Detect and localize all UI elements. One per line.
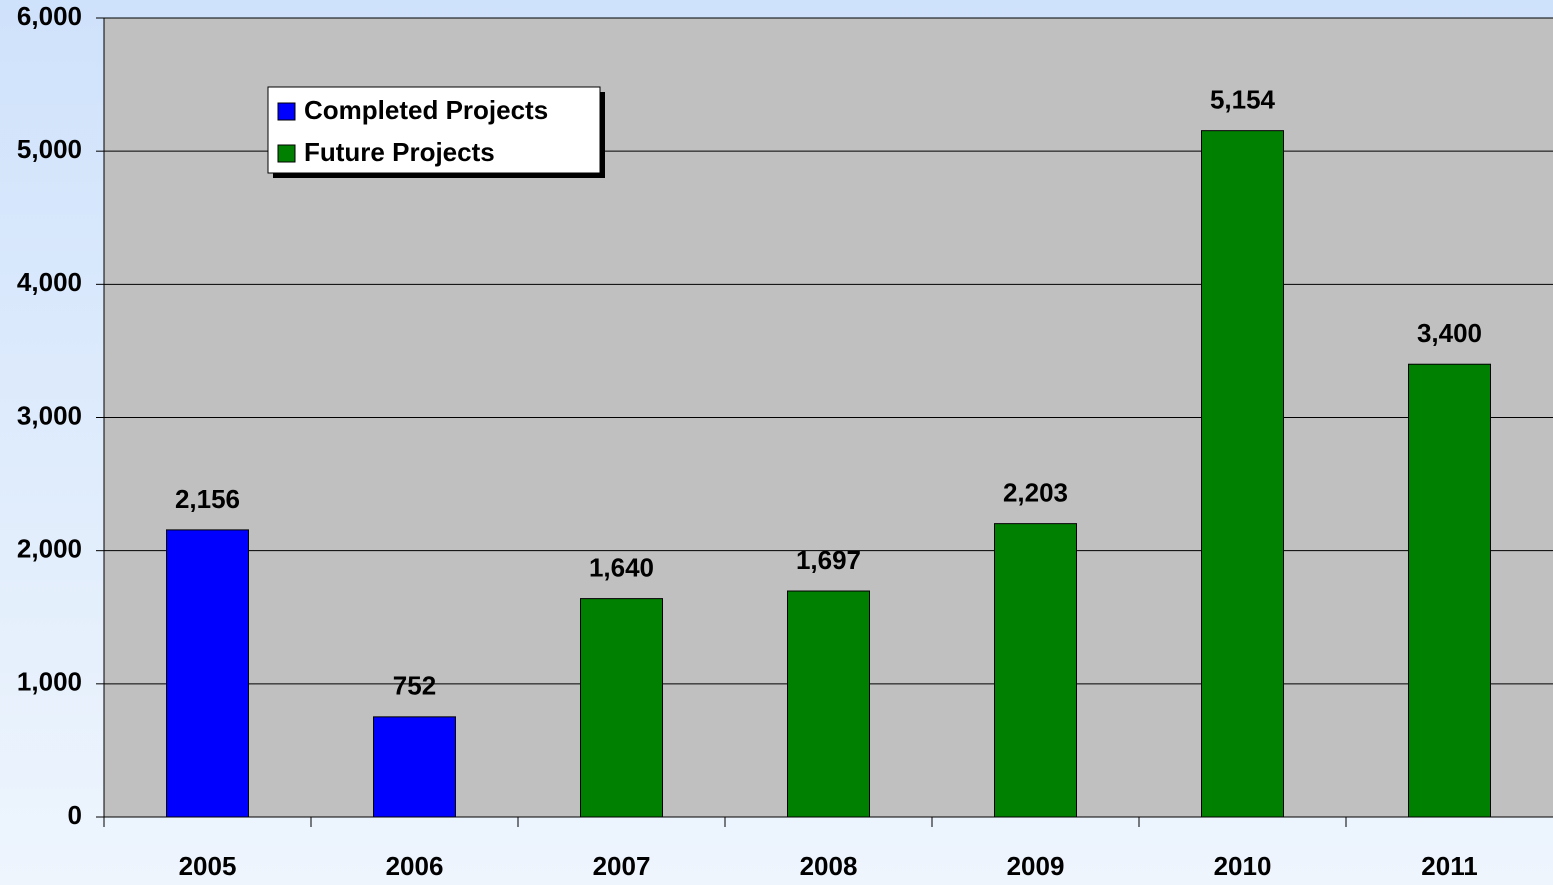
data-label: 1,697 xyxy=(796,545,861,575)
x-tick-label: 2007 xyxy=(593,851,651,881)
x-tick-label: 2010 xyxy=(1214,851,1272,881)
y-tick-label: 4,000 xyxy=(17,267,82,297)
data-label: 3,400 xyxy=(1417,318,1482,348)
data-label: 752 xyxy=(393,671,436,701)
x-tick-label: 2011 xyxy=(1421,851,1477,881)
legend-label: Future Projects xyxy=(304,137,495,167)
legend-swatch xyxy=(277,144,296,163)
data-label: 1,640 xyxy=(589,552,654,582)
data-label: 2,156 xyxy=(175,484,240,514)
x-tick-label: 2009 xyxy=(1007,851,1065,881)
legend-swatch xyxy=(277,102,296,121)
bar xyxy=(373,716,456,818)
bar xyxy=(166,529,249,818)
x-tick-label: 2006 xyxy=(386,851,444,881)
y-tick-label: 0 xyxy=(68,800,82,830)
legend-label: Completed Projects xyxy=(304,95,548,125)
y-tick-label: 1,000 xyxy=(17,667,82,697)
bar xyxy=(787,590,870,818)
y-tick-label: 5,000 xyxy=(17,134,82,164)
y-tick-label: 3,000 xyxy=(17,400,82,430)
bar xyxy=(1408,363,1491,818)
bar xyxy=(994,523,1077,818)
data-label: 5,154 xyxy=(1210,85,1276,115)
y-tick-label: 6,000 xyxy=(17,1,82,31)
x-tick-label: 2005 xyxy=(179,851,237,881)
legend xyxy=(267,86,601,174)
bar xyxy=(1201,130,1284,818)
y-tick-label: 2,000 xyxy=(17,534,82,564)
data-label: 2,203 xyxy=(1003,478,1068,508)
bar xyxy=(580,598,663,818)
x-tick-label: 2008 xyxy=(800,851,858,881)
